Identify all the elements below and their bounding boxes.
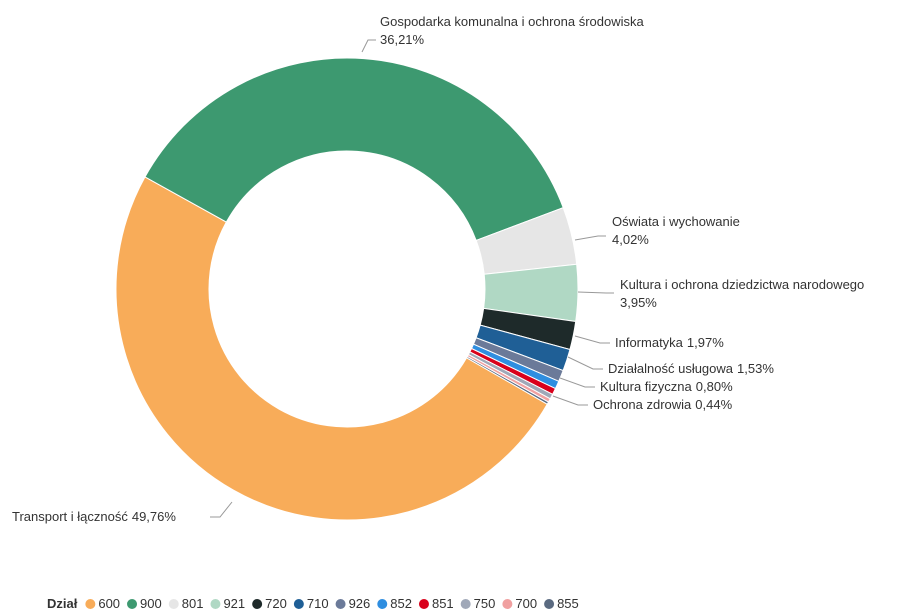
leader-line: [552, 395, 588, 406]
legend-label: 600: [98, 596, 120, 611]
data-label-value: 3,95%: [620, 295, 657, 310]
slice: [465, 355, 550, 405]
data-label-name: Oświata i wychowanie: [612, 214, 740, 229]
data-label-name: Kultura i ochrona dziedzictwa narodowego: [620, 277, 864, 292]
legend-label: 720: [265, 596, 287, 611]
legend-marker: [460, 599, 471, 609]
data-label: Działalność usługowa 1,53%: [608, 361, 774, 376]
data-label: Transport i łączność 49,76%: [12, 509, 176, 524]
legend-label: 855: [557, 596, 579, 611]
legend-label: 801: [182, 596, 204, 611]
data-label: Ochrona zdrowia 0,44%: [593, 397, 733, 412]
data-label-value: 4,02%: [612, 232, 649, 247]
legend-marker: [418, 599, 429, 609]
legend-label: 900: [140, 596, 162, 611]
leader-line: [574, 235, 606, 241]
legend-marker: [85, 599, 96, 609]
data-label-value: 36,21%: [380, 32, 425, 47]
legend-title: Dział: [47, 596, 78, 611]
legend-label: 710: [307, 596, 329, 611]
data-label-name: Transport i łączność: [12, 509, 128, 524]
leader-line: [559, 377, 595, 388]
data-label-name: Gospodarka komunalna i ochrona środowisk…: [380, 14, 645, 29]
legend-label: 852: [390, 596, 412, 611]
legend-marker: [293, 599, 304, 609]
data-label-value: 1,97%: [687, 335, 724, 350]
data-label-name: Działalność usługowa: [608, 361, 734, 376]
legend-marker: [252, 599, 263, 609]
data-label-value: 0,80%: [696, 379, 733, 394]
data-label-value: 1,53%: [737, 361, 774, 376]
leader-line: [574, 335, 610, 344]
legend-label: 921: [223, 596, 245, 611]
legend-marker: [127, 599, 138, 609]
leader-line: [361, 39, 376, 53]
legend-marker: [168, 599, 179, 609]
legend-marker: [210, 599, 221, 609]
legend-marker: [377, 599, 388, 609]
legend-marker: [502, 599, 513, 609]
legend-marker: [335, 599, 346, 609]
data-label-value: 0,44%: [695, 397, 732, 412]
legend-marker: [544, 599, 555, 609]
data-label-value: 49,76%: [132, 509, 177, 524]
slice: [115, 176, 548, 521]
leader-line: [210, 501, 233, 518]
leader-line: [577, 291, 614, 294]
legend-label: 750: [474, 596, 496, 611]
legend-label: 851: [432, 596, 454, 611]
data-label: Kultura fizyczna 0,80%: [600, 379, 733, 394]
data-label-name: Ochrona zdrowia: [593, 397, 692, 412]
legend-label: 926: [349, 596, 371, 611]
data-label: Informatyka 1,97%: [615, 335, 724, 350]
legend-label: 700: [515, 596, 537, 611]
data-label-name: Kultura fizyczna: [600, 379, 693, 394]
slice: [144, 57, 564, 242]
data-label-name: Informatyka: [615, 335, 684, 350]
leader-line: [567, 356, 603, 370]
